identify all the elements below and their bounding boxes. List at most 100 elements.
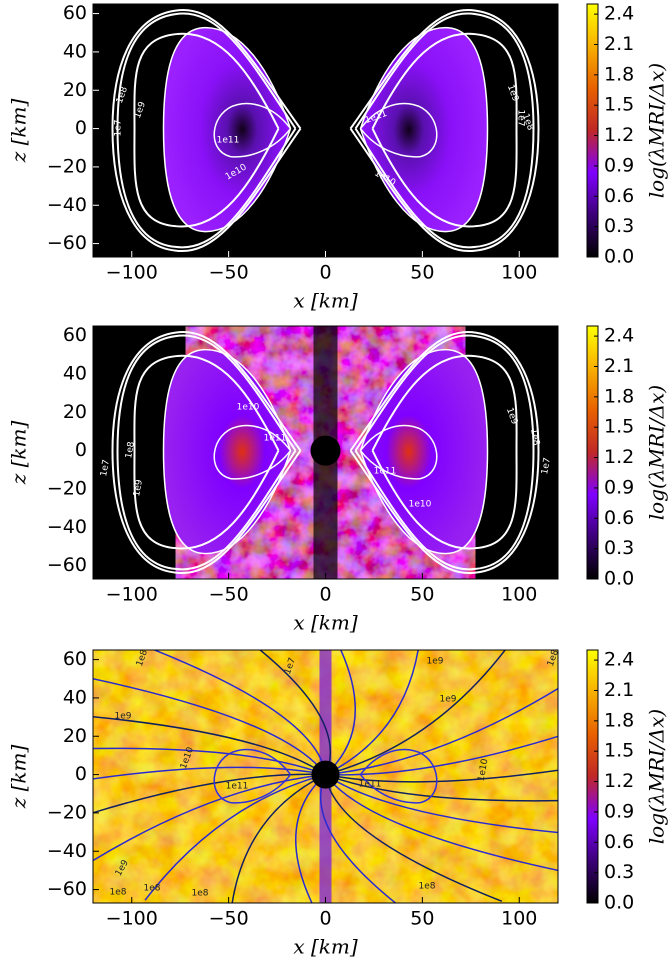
x-tick-label: 0	[319, 908, 331, 930]
contour	[324, 774, 558, 872]
contour-label: 1e11	[359, 780, 382, 790]
x-tick-label: −50	[209, 262, 249, 284]
contour	[359, 102, 438, 158]
y-tick-label: −40	[47, 516, 87, 538]
contour-label: 1e9	[440, 695, 457, 705]
contour	[371, 32, 518, 228]
contour	[359, 26, 489, 233]
contour	[258, 650, 332, 775]
y-tick-label: 20	[63, 79, 87, 101]
colorbar-tick-label: 2.1	[604, 679, 634, 701]
x-tick-label: 50	[410, 908, 434, 930]
contour-label: 1e7	[114, 120, 124, 137]
contour	[144, 773, 326, 901]
torus	[163, 27, 291, 232]
contour	[152, 650, 327, 775]
contour-label: 1e8	[124, 441, 137, 460]
colorbar-tick-label: 0.3	[604, 861, 634, 883]
x-tick-label: 0	[319, 262, 331, 284]
y-axis-label: z [km]	[7, 421, 31, 486]
contour-label: 1e11	[217, 136, 240, 146]
contour-label: 1e10	[409, 500, 432, 510]
contour	[325, 773, 558, 834]
contour	[111, 9, 302, 252]
contour	[359, 424, 438, 480]
colorbar-label: log(λMRI/Δx)	[645, 709, 669, 844]
colorbar-tick-label: 0.6	[604, 831, 634, 853]
y-tick-label: 60	[63, 648, 87, 670]
contour	[213, 748, 292, 804]
colorbar-tick-label: 1.2	[604, 770, 634, 792]
contour-label: 1e9	[132, 479, 145, 498]
contour-label: 1e7	[516, 110, 526, 127]
x-tick-label: 0	[319, 584, 331, 606]
x-axis-label: x [km]	[293, 935, 358, 959]
contour	[359, 348, 489, 555]
contour-label: 1e11	[374, 467, 397, 477]
contour-label: 1e8	[144, 884, 161, 894]
x-tick-label: −50	[209, 908, 249, 930]
contour-label: 1e10	[477, 758, 491, 782]
colorbar-tick-label: 0.6	[604, 185, 634, 207]
contour	[325, 687, 558, 776]
contour	[133, 354, 280, 550]
black-hole	[310, 435, 341, 466]
colorbar-tick-label: 2.4	[604, 3, 634, 25]
colorbar-tick-label: 0.0	[604, 892, 634, 914]
y-tick-label: 0	[75, 763, 87, 785]
y-tick-label: 20	[63, 725, 87, 747]
y-tick-label: 40	[63, 686, 87, 708]
colorbar-tick-label: 2.4	[604, 649, 634, 671]
contour	[325, 650, 419, 776]
contour	[93, 773, 326, 862]
contour-label: 1e11	[226, 782, 249, 792]
contour-label: 1e10	[237, 403, 260, 413]
colorbar-tick-label: 2.1	[604, 33, 634, 55]
colorbar-tick-label: 1.2	[604, 446, 634, 468]
colorbar-tick-label: 1.2	[604, 124, 634, 146]
x-tick-label: 50	[410, 584, 434, 606]
contour	[93, 773, 326, 814]
colorbar	[586, 325, 599, 580]
contour	[325, 773, 558, 802]
contour	[354, 12, 535, 249]
contour	[93, 766, 326, 780]
torus	[360, 27, 488, 232]
contour	[325, 650, 507, 776]
contour-label: 1e9	[115, 712, 132, 722]
contour	[325, 769, 558, 783]
y-tick-label: −60	[47, 232, 87, 254]
x-tick-label: −100	[106, 262, 158, 284]
colorbar-tick-label: 0.3	[604, 537, 634, 559]
x-tick-label: −100	[106, 908, 158, 930]
colorbar-tick-label: 1.5	[604, 416, 634, 438]
contour	[93, 678, 327, 776]
y-tick-label: −40	[47, 194, 87, 216]
y-tick-label: 40	[63, 362, 87, 384]
contour	[116, 12, 297, 249]
colorbar-tick-label: 0.6	[604, 507, 634, 529]
contour	[111, 331, 302, 574]
contour	[324, 650, 356, 776]
colorbar-tick-label: 0.9	[604, 154, 634, 176]
y-tick-label: 0	[75, 117, 87, 139]
colorbar	[586, 649, 599, 904]
contour	[93, 747, 326, 776]
y-tick-label: −20	[47, 155, 87, 177]
contour	[133, 32, 280, 228]
colorbar-label: log(λMRI/Δx)	[645, 385, 669, 520]
y-tick-label: 0	[75, 439, 87, 461]
contour	[162, 26, 292, 233]
y-tick-label: 60	[63, 2, 87, 24]
y-tick-label: 20	[63, 401, 87, 423]
contour	[371, 354, 518, 550]
colorbar-tick-label: 0.3	[604, 215, 634, 237]
colorbar-tick-label: 0.9	[604, 476, 634, 498]
colorbar-tick-label: 2.4	[604, 325, 634, 347]
contour	[116, 334, 297, 571]
contour-label: 1e7	[99, 459, 112, 477]
contour	[319, 774, 397, 903]
